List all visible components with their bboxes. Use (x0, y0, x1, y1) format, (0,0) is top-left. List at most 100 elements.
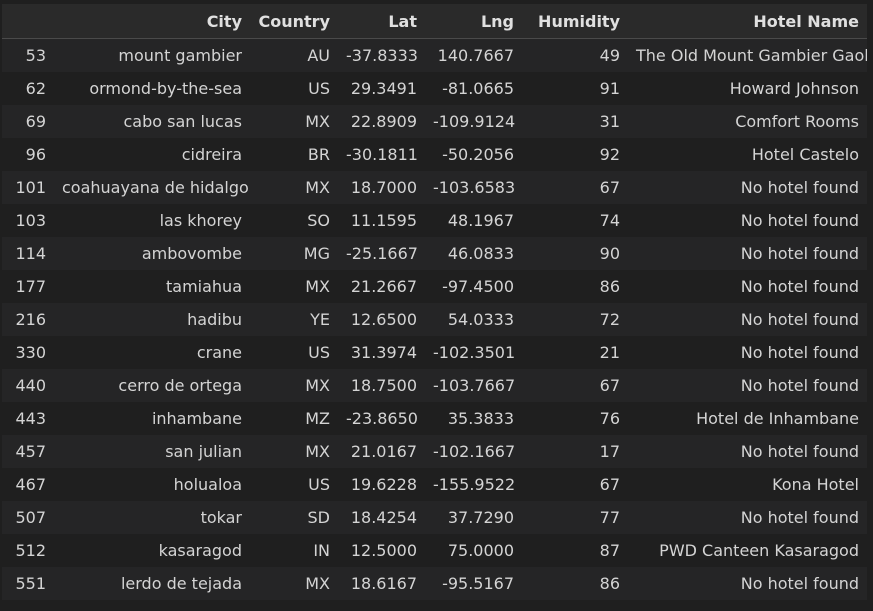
lat-cell: 18.7500 (338, 369, 425, 402)
city-cell: ormond-by-the-sea (54, 72, 250, 105)
hotel-name-cell: No hotel found (628, 171, 867, 204)
table-row: 177 tamiahua MX 21.2667 -97.4500 86 No hotel f… (2, 270, 867, 303)
hotel-name-cell: No hotel found (628, 369, 867, 402)
table-row: 114 ambovombe MG -25.1667 46.0833 90 No hotel … (2, 237, 867, 270)
humidity-cell: 86 (522, 567, 628, 600)
humidity-cell: 67 (522, 171, 628, 204)
lng-cell: 37.7290 (425, 501, 522, 534)
table-row: 69 cabo san lucas MX 22.8909 -109.9124 31 Comf… (2, 105, 867, 138)
lat-cell: 21.0167 (338, 435, 425, 468)
city-header: City (54, 4, 250, 39)
humidity-header: Humidity (522, 4, 628, 39)
city-cell: inhambane (54, 402, 250, 435)
row-index: 330 (2, 336, 54, 369)
lat-cell: 12.6500 (338, 303, 425, 336)
lat-cell: -30.1811 (338, 138, 425, 171)
row-index: 103 (2, 204, 54, 237)
table-row: 53 mount gambier AU -37.8333 140.7667 49 The O… (2, 38, 867, 72)
lat-cell: 22.8909 (338, 105, 425, 138)
country-cell: IN (250, 534, 338, 567)
row-index: 457 (2, 435, 54, 468)
humidity-cell: 67 (522, 369, 628, 402)
country-cell: AU (250, 38, 338, 72)
country-cell: US (250, 468, 338, 501)
country-cell: US (250, 72, 338, 105)
lng-cell: -81.0665 (425, 72, 522, 105)
lat-cell: 11.1595 (338, 204, 425, 237)
country-cell: SO (250, 204, 338, 237)
hotel-name-cell: No hotel found (628, 270, 867, 303)
table-row: 551 lerdo de tejada MX 18.6167 -95.5167 86 No … (2, 567, 867, 600)
country-cell: MX (250, 435, 338, 468)
row-index: 69 (2, 105, 54, 138)
hotel-name-cell: No hotel found (628, 303, 867, 336)
lat-cell: 18.6167 (338, 567, 425, 600)
hotel-name-cell: No hotel found (628, 501, 867, 534)
hotel-name-cell: No hotel found (628, 237, 867, 270)
lng-cell: 48.1967 (425, 204, 522, 237)
table-row: 103 las khorey SO 11.1595 48.1967 74 No hotel … (2, 204, 867, 237)
city-cell: san julian (54, 435, 250, 468)
row-index: 551 (2, 567, 54, 600)
country-cell: MZ (250, 402, 338, 435)
table-row: 101 coahuayana de hidalgo MX 18.7000 -103.65… (2, 171, 867, 204)
country-cell: MX (250, 171, 338, 204)
humidity-cell: 76 (522, 402, 628, 435)
header-row: City Country Lat Lng Humidity Hotel Name (2, 4, 867, 39)
lng-cell: -155.9522 (425, 468, 522, 501)
hotel-name-cell: No hotel found (628, 567, 867, 600)
humidity-cell: 91 (522, 72, 628, 105)
index-header (2, 4, 54, 39)
table-row: 507 tokar SD 18.4254 37.7290 77 No hotel found (2, 501, 867, 534)
country-cell: MX (250, 270, 338, 303)
row-index: 440 (2, 369, 54, 402)
hotel-name-cell: No hotel found (628, 204, 867, 237)
hotel-name-cell: No hotel found (628, 336, 867, 369)
lng-cell: -103.6583 (425, 171, 522, 204)
lng-header: Lng (425, 4, 522, 39)
city-cell: tamiahua (54, 270, 250, 303)
city-cell: las khorey (54, 204, 250, 237)
country-header: Country (250, 4, 338, 39)
humidity-cell: 49 (522, 38, 628, 72)
table-row: 467 holualoa US 19.6228 -155.9522 67 Kona Hote… (2, 468, 867, 501)
lat-cell: -37.8333 (338, 38, 425, 72)
row-index: 177 (2, 270, 54, 303)
hotel-name-cell: Hotel Castelo (628, 138, 867, 171)
hotel-name-cell: Kona Hotel (628, 468, 867, 501)
country-cell: MX (250, 369, 338, 402)
city-cell: tokar (54, 501, 250, 534)
country-cell: MX (250, 567, 338, 600)
lng-cell: -97.4500 (425, 270, 522, 303)
table-row: 216 hadibu YE 12.6500 54.0333 72 No hotel foun… (2, 303, 867, 336)
humidity-cell: 92 (522, 138, 628, 171)
row-index: 507 (2, 501, 54, 534)
lng-cell: -50.2056 (425, 138, 522, 171)
city-cell: cerro de ortega (54, 369, 250, 402)
city-cell: kasaragod (54, 534, 250, 567)
lng-cell: -109.9124 (425, 105, 522, 138)
lat-cell: -23.8650 (338, 402, 425, 435)
table-row: 512 kasaragod IN 12.5000 75.0000 87 PWD Cantee… (2, 534, 867, 567)
row-index: 101 (2, 171, 54, 204)
lng-cell: 75.0000 (425, 534, 522, 567)
row-index: 512 (2, 534, 54, 567)
lat-cell: 19.6228 (338, 468, 425, 501)
humidity-cell: 31 (522, 105, 628, 138)
hotel-name-cell: No hotel found (628, 435, 867, 468)
lat-cell: 29.3491 (338, 72, 425, 105)
humidity-cell: 67 (522, 468, 628, 501)
lat-cell: 12.5000 (338, 534, 425, 567)
table-row: 457 san julian MX 21.0167 -102.1667 17 No hote… (2, 435, 867, 468)
lng-cell: -95.5167 (425, 567, 522, 600)
row-index: 216 (2, 303, 54, 336)
city-cell: lerdo de tejada (54, 567, 250, 600)
humidity-cell: 90 (522, 237, 628, 270)
row-index: 53 (2, 38, 54, 72)
city-cell: hadibu (54, 303, 250, 336)
lat-cell: 18.4254 (338, 501, 425, 534)
lng-cell: -103.7667 (425, 369, 522, 402)
lat-cell: 21.2667 (338, 270, 425, 303)
hotel-name-cell: Hotel de Inhambane (628, 402, 867, 435)
